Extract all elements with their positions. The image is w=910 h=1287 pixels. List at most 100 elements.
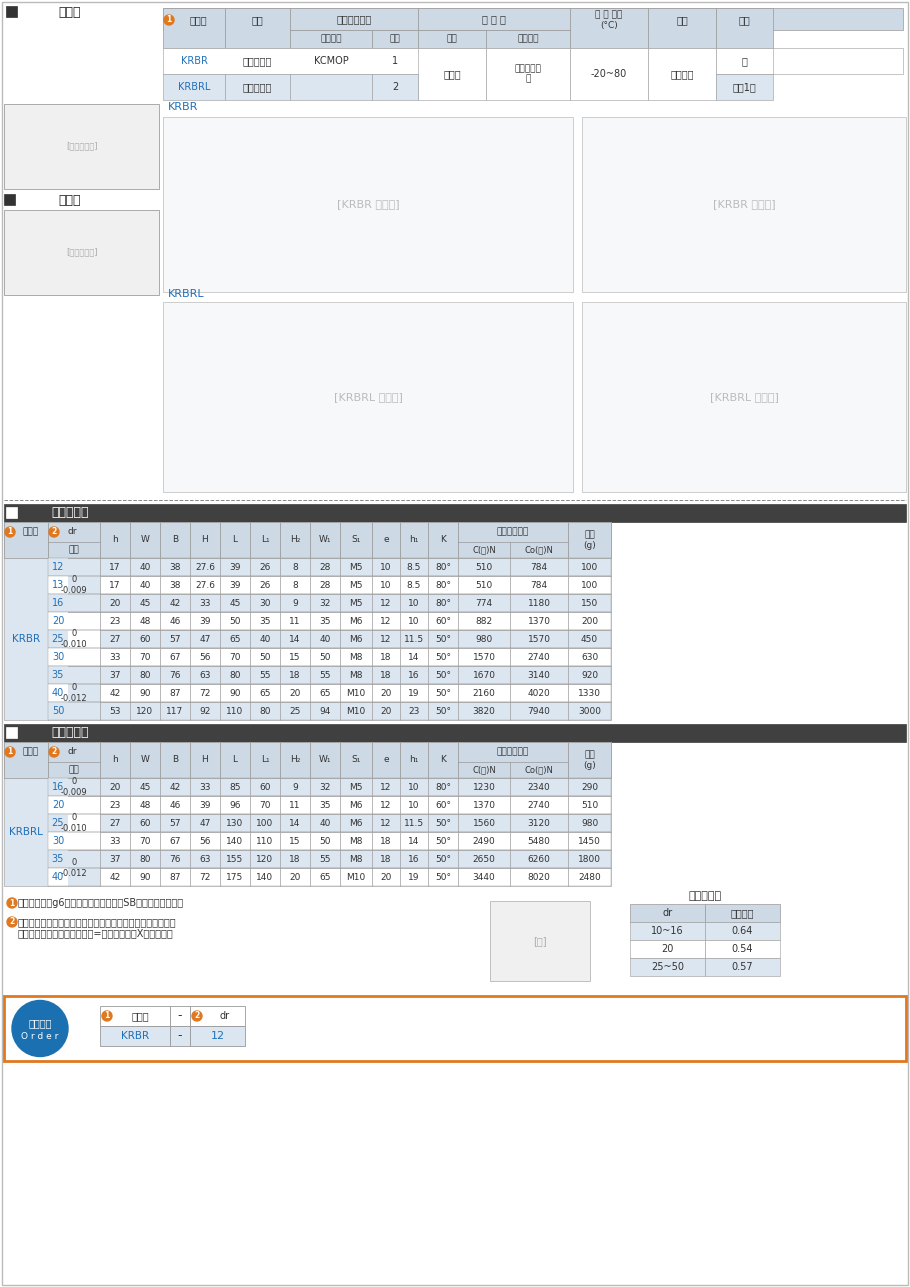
Text: 53: 53: [109, 707, 121, 716]
Text: 16: 16: [409, 671, 420, 680]
Bar: [428, 559, 458, 577]
Bar: [220, 779, 250, 795]
Text: KCMOP: KCMOP: [314, 57, 349, 66]
Bar: [372, 849, 400, 867]
Text: 6260: 6260: [528, 855, 551, 864]
Text: 980: 980: [475, 634, 492, 644]
Bar: [428, 665, 458, 683]
Bar: [458, 665, 510, 683]
Bar: [428, 631, 458, 647]
Bar: [4, 743, 611, 779]
Circle shape: [12, 1000, 68, 1057]
Text: 50°: 50°: [435, 689, 451, 698]
Bar: [510, 701, 568, 719]
Text: 65: 65: [229, 634, 241, 644]
Bar: [160, 647, 190, 665]
Bar: [705, 903, 780, 921]
Text: 2: 2: [51, 528, 56, 537]
Bar: [310, 559, 340, 577]
Text: 32: 32: [319, 782, 330, 792]
Text: 50°: 50°: [435, 855, 451, 864]
Bar: [48, 577, 68, 595]
Bar: [48, 523, 100, 559]
Text: 45: 45: [229, 598, 240, 607]
Text: 9: 9: [292, 782, 298, 792]
Text: KRBRL: KRBRL: [177, 82, 210, 91]
Bar: [372, 30, 418, 48]
Text: 45: 45: [139, 782, 151, 792]
Text: 基本额定负荷: 基本额定负荷: [497, 748, 529, 757]
Bar: [100, 647, 130, 665]
Bar: [310, 867, 340, 885]
Bar: [630, 903, 705, 921]
Bar: [400, 743, 428, 779]
Text: 38: 38: [169, 580, 181, 589]
Bar: [190, 595, 220, 613]
Text: 80: 80: [259, 707, 271, 716]
Text: 18: 18: [289, 671, 300, 680]
Text: M6: M6: [349, 819, 363, 828]
Text: 1180: 1180: [528, 598, 551, 607]
Text: 55: 55: [319, 855, 330, 864]
Text: 16: 16: [409, 855, 420, 864]
Text: 表面处理: 表面处理: [517, 35, 539, 44]
Bar: [100, 577, 130, 595]
Text: h₁: h₁: [410, 755, 419, 764]
Text: 0
-0.009: 0 -0.009: [61, 575, 87, 595]
Text: 固 定 座: 固 定 座: [482, 14, 506, 24]
Bar: [220, 559, 250, 577]
Text: 16: 16: [52, 782, 64, 792]
Text: 23: 23: [409, 707, 420, 716]
Text: 12: 12: [380, 801, 391, 810]
Bar: [4, 210, 159, 295]
Bar: [130, 779, 160, 795]
Text: 40: 40: [259, 634, 270, 644]
Text: 19: 19: [409, 689, 420, 698]
Text: 27.6: 27.6: [195, 562, 215, 571]
Text: 100: 100: [581, 580, 598, 589]
Bar: [4, 743, 48, 779]
Text: 12: 12: [210, 1031, 225, 1041]
Bar: [48, 831, 611, 849]
Bar: [280, 795, 310, 813]
Text: 140: 140: [227, 837, 244, 846]
Bar: [428, 831, 458, 849]
Bar: [190, 701, 220, 719]
Bar: [100, 1006, 170, 1026]
Bar: [418, 8, 570, 30]
Text: 50: 50: [52, 707, 65, 716]
Text: 12: 12: [380, 598, 391, 607]
Text: 20: 20: [289, 689, 300, 698]
Text: 50°: 50°: [435, 819, 451, 828]
Bar: [100, 813, 130, 831]
Bar: [100, 831, 130, 849]
Text: 11: 11: [289, 801, 300, 810]
Text: 80°: 80°: [435, 580, 451, 589]
Text: 使用直线轴承: 使用直线轴承: [337, 14, 371, 24]
Text: -: -: [177, 1030, 182, 1042]
Bar: [160, 595, 190, 613]
Bar: [458, 613, 510, 631]
Bar: [510, 665, 568, 683]
Text: 材质: 材质: [447, 35, 458, 44]
Bar: [160, 867, 190, 885]
Text: 40: 40: [52, 873, 64, 882]
Text: 1: 1: [105, 1012, 109, 1021]
Text: M8: M8: [349, 653, 363, 662]
Text: 510: 510: [581, 801, 598, 810]
Text: 630: 630: [581, 653, 598, 662]
Bar: [220, 613, 250, 631]
Bar: [340, 831, 372, 849]
Text: 50: 50: [229, 616, 241, 625]
Text: 882: 882: [475, 616, 492, 625]
Text: 38: 38: [169, 562, 181, 571]
Bar: [458, 849, 510, 867]
Text: W₁: W₁: [318, 535, 331, 544]
Text: 2650: 2650: [472, 855, 495, 864]
Text: 65: 65: [259, 689, 271, 698]
Text: 0
-0.010: 0 -0.010: [61, 629, 87, 649]
Text: 20: 20: [109, 782, 121, 792]
Text: 94: 94: [319, 707, 330, 716]
Text: 92: 92: [199, 707, 211, 716]
Circle shape: [7, 918, 17, 927]
